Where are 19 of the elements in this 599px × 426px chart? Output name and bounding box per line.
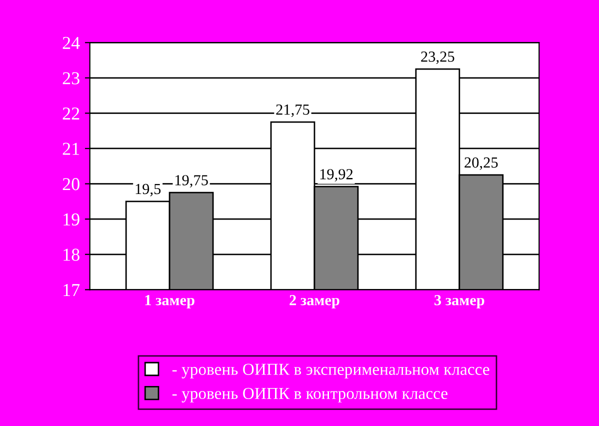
y-tick-label: 24 xyxy=(62,36,80,49)
x-tick-label: 1 замер xyxy=(145,295,194,308)
data-label: 19,92 xyxy=(320,169,353,182)
y-tick-label: 21 xyxy=(62,142,80,155)
y-tick-label: 20 xyxy=(62,178,80,190)
x-tick-label: 2 замер xyxy=(290,295,340,308)
data-label: 23,25 xyxy=(421,52,454,64)
y-tick-label: 18 xyxy=(64,248,80,261)
y-tick-label: 17 xyxy=(64,284,80,296)
data-label: 19,75 xyxy=(175,175,208,188)
y-tick-label: 23 xyxy=(62,72,80,84)
legend-label: - уровень ОИПК в эксперименальном классе xyxy=(172,364,490,378)
y-tick-label: 22 xyxy=(62,108,80,120)
data-label: 19,5 xyxy=(136,184,161,196)
data-label: 20,25 xyxy=(464,157,498,170)
legend-label: - уровень ОИПК в контрольном классе xyxy=(172,388,448,402)
data-label: 21,75 xyxy=(276,104,310,117)
y-tick-label: 19 xyxy=(64,213,80,226)
x-tick-label: 3 замер xyxy=(434,295,484,308)
